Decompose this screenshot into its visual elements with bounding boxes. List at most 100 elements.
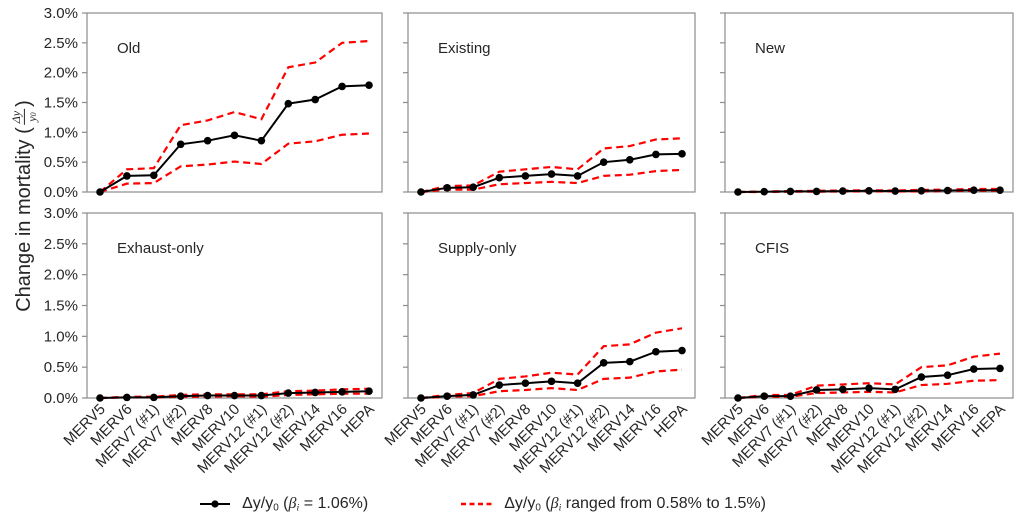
legend-mean-line-icon: [200, 500, 231, 508]
mean-point: [521, 172, 530, 180]
mean-point: [123, 393, 131, 402]
mean-point: [652, 347, 660, 356]
y-tick-label: 1.0%: [44, 328, 78, 345]
mean-point: [203, 136, 212, 145]
mean-point: [865, 187, 873, 195]
mean-point: [970, 186, 978, 195]
legend-label: Δy/y0 (βi ranged from 0.58% to 1.5%): [504, 494, 766, 514]
panel-existing: Existing: [403, 12, 696, 196]
mean-point: [123, 172, 131, 180]
legend-entry-mean: Δy/y0 (βi = 1.06%): [198, 495, 368, 513]
y-tick-label: 1.0%: [44, 124, 78, 141]
mean-point: [573, 172, 582, 180]
mean-point: [812, 187, 821, 196]
panel-label: Supply-only: [438, 240, 517, 257]
mean-point: [839, 385, 847, 394]
y-tick-label: 1.5%: [44, 95, 78, 112]
mean-point: [760, 187, 768, 196]
range-upper-line: [99, 387, 370, 400]
panel-label: Existing: [438, 40, 491, 57]
fraction-denominator-sub: 0: [28, 112, 38, 117]
mean-point: [338, 388, 346, 396]
mean-point: [812, 386, 821, 394]
y-tick-label: 3.0%: [44, 205, 78, 222]
panel-label: New: [755, 40, 785, 57]
legend-red-dashed-icon: [461, 502, 494, 506]
panel-new: New: [720, 12, 1014, 196]
fraction-denominator: y0: [25, 112, 39, 121]
mean-point: [626, 155, 634, 164]
mean-point: [996, 186, 1004, 195]
mean-point: [96, 394, 104, 402]
y-tick-label: 0.0%: [44, 184, 78, 201]
mean-point: [365, 387, 373, 396]
mean-point: [365, 81, 373, 89]
mean-point: [96, 188, 104, 196]
fraction-numerator: Δy: [8, 108, 25, 126]
range-upper-line: [420, 137, 683, 194]
y-tick-label: 1.5%: [44, 298, 78, 315]
mean-point: [760, 392, 768, 400]
mean-point: [547, 377, 556, 386]
mean-point: [839, 187, 847, 195]
panel-label: CFIS: [755, 240, 789, 257]
mean-point: [176, 392, 185, 400]
range-upper-line: [420, 327, 683, 400]
mean-point: [521, 379, 530, 388]
mean-point: [284, 389, 293, 397]
range-lower-line: [99, 392, 369, 400]
mean-point: [417, 188, 425, 196]
mean-point: [230, 131, 239, 140]
mean-point: [917, 187, 926, 195]
mean-point: [311, 95, 320, 104]
mean-point: [678, 150, 686, 158]
mean-point: [417, 394, 425, 402]
range-upper-line: [99, 39, 370, 193]
mean-point: [943, 371, 952, 379]
mean-point: [865, 384, 873, 392]
mean-point: [626, 357, 634, 366]
y-tick-label: 0.0%: [44, 390, 78, 407]
mean-point: [891, 385, 899, 394]
y-tick-label: 0.5%: [44, 154, 78, 171]
mean-point: [734, 188, 742, 196]
mean-point: [469, 391, 478, 399]
mean-point: [150, 171, 158, 180]
mean-point: [970, 365, 978, 373]
y-axis-title-fraction: Δy y0: [8, 108, 39, 126]
mean-point: [284, 99, 293, 108]
panel-exhaust-only: 3.0% 2.5% 2.0% 1.5% 1.0% 0.5% 0.0% Exhaust-only…: [44, 205, 383, 477]
y-axis-title-prefix: Change in mortality (: [12, 127, 35, 312]
y-tick-label: 2.5%: [44, 35, 78, 52]
y-tick-label: 3.0%: [44, 5, 78, 22]
mean-point: [678, 346, 686, 355]
mean-point: [547, 170, 556, 178]
mean-point: [176, 140, 185, 149]
mean-point: [996, 364, 1004, 373]
y-tick-label: 2.0%: [44, 267, 78, 284]
mean-point: [917, 373, 926, 381]
y-axis-title-suffix: ): [12, 100, 35, 107]
panel-label: Old: [117, 40, 140, 57]
mean-point: [443, 392, 451, 400]
mean-point: [573, 379, 582, 388]
fraction-denominator-base: y: [24, 116, 39, 122]
legend-label: Δy/y0 (βi = 1.06%): [242, 494, 369, 514]
mean-point: [599, 158, 608, 166]
mean-point: [338, 82, 346, 91]
mean-point: [786, 187, 795, 196]
mean-point: [495, 173, 504, 182]
mean-point: [891, 187, 899, 195]
y-tick-label: 2.0%: [44, 65, 78, 82]
mean-point: [203, 391, 212, 400]
mean-point: [943, 186, 952, 195]
range-upper-line: [737, 352, 1001, 400]
panel-old: 3.0% 2.5% 2.0% 1.5% 1.0% 0.5% 0.0% Old: [44, 5, 383, 201]
mean-point: [599, 359, 608, 367]
mean-point: [734, 394, 742, 402]
mean-point: [311, 388, 320, 397]
